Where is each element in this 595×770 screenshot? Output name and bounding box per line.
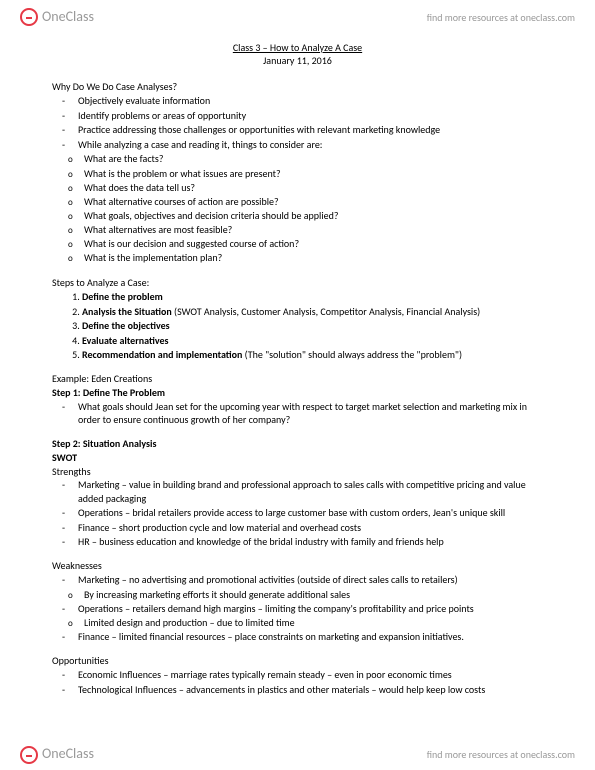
- list-item: What is the problem or what issues are p…: [84, 167, 543, 181]
- opportunities-heading: Opportunities: [52, 654, 543, 668]
- list-item: What alternatives are most feasible?: [84, 223, 543, 237]
- list-item: What is our decision and suggested cours…: [84, 237, 543, 251]
- list-item: Finance – short production cycle and low…: [78, 521, 543, 535]
- list-item: While analyzing a case and reading it, t…: [78, 138, 543, 152]
- list-item: Limited design and production – due to l…: [84, 616, 543, 630]
- list-item: Define the objectives: [82, 319, 543, 333]
- list-item: Evaluate alternatives: [82, 334, 543, 348]
- logo-icon: [20, 8, 38, 26]
- title-block: Class 3 – How to Analyze A Case January …: [52, 41, 543, 68]
- logo-text: OneClass: [42, 745, 94, 764]
- steps-heading: Steps to Analyze a Case:: [52, 276, 543, 290]
- doc-title: Class 3 – How to Analyze A Case: [52, 41, 543, 55]
- logo: OneClass: [20, 8, 94, 27]
- list-item: By increasing marketing efforts it shoul…: [84, 588, 543, 602]
- page-footer: OneClass find more resources at oneclass…: [0, 745, 595, 764]
- list-item: What goals should Jean set for the upcom…: [78, 400, 543, 427]
- example-heading: Example: Eden Creations: [52, 372, 543, 386]
- list-item: What goals, objectives and decision crit…: [84, 209, 543, 223]
- list-item: What does the data tell us?: [84, 181, 543, 195]
- why-heading: Why Do We Do Case Analyses?: [52, 80, 543, 94]
- weak2-sublist: Limited design and production – due to l…: [52, 616, 543, 630]
- weak1-sublist: By increasing marketing efforts it shoul…: [52, 588, 543, 602]
- step1-heading: Step 1: Define The Problem: [52, 386, 543, 400]
- swot-heading: SWOT: [52, 451, 543, 465]
- list-item: Identify problems or areas of opportunit…: [78, 109, 543, 123]
- opportunities-list: Economic Influences – marriage rates typ…: [52, 668, 543, 696]
- strengths-list: Marketing – value in building brand and …: [52, 478, 543, 549]
- list-item: Marketing – value in building brand and …: [78, 478, 543, 505]
- steps-list: Define the problem Analysis the Situatio…: [52, 290, 543, 362]
- page-header: OneClass find more resources at oneclass…: [0, 0, 595, 31]
- weaknesses-heading: Weaknesses: [52, 559, 543, 573]
- list-item: What alternative courses of action are p…: [84, 195, 543, 209]
- logo: OneClass: [20, 745, 94, 764]
- why-list: Objectively evaluate information Identif…: [52, 94, 543, 151]
- list-item: Recommendation and implementation (The "…: [82, 348, 543, 362]
- logo-text: OneClass: [42, 8, 94, 27]
- list-item: Objectively evaluate information: [78, 94, 543, 108]
- step1-list: What goals should Jean set for the upcom…: [52, 400, 543, 427]
- weaknesses-list-2: Operations – retailers demand high margi…: [52, 602, 543, 616]
- list-item: Operations – retailers demand high margi…: [78, 602, 543, 616]
- list-item: What is the implementation plan?: [84, 251, 543, 265]
- doc-date: January 11, 2016: [52, 54, 543, 68]
- footer-link[interactable]: find more resources at oneclass.com: [427, 748, 575, 762]
- list-item: Finance – limited financial resources – …: [78, 630, 543, 644]
- strengths-heading: Strengths: [52, 465, 543, 479]
- list-item: Practice addressing those challenges or …: [78, 123, 543, 137]
- list-item: HR – business education and knowledge of…: [78, 535, 543, 549]
- document-body: Class 3 – How to Analyze A Case January …: [0, 31, 595, 696]
- list-item: Operations – bridal retailers provide ac…: [78, 506, 543, 520]
- list-item: What are the facts?: [84, 152, 543, 166]
- list-item: Define the problem: [82, 290, 543, 304]
- list-item: Analysis the Situation (SWOT Analysis, C…: [82, 305, 543, 319]
- weaknesses-list-3: Finance – limited financial resources – …: [52, 630, 543, 644]
- logo-icon: [20, 746, 38, 764]
- why-sublist: What are the facts? What is the problem …: [52, 152, 543, 265]
- list-item: Economic Influences – marriage rates typ…: [78, 668, 543, 682]
- list-item: Technological Influences – advancements …: [78, 683, 543, 697]
- header-link[interactable]: find more resources at oneclass.com: [427, 11, 575, 25]
- step2-heading: Step 2: Situation Analysis: [52, 437, 543, 451]
- list-item: Marketing – no advertising and promotion…: [78, 573, 543, 587]
- weaknesses-list: Marketing – no advertising and promotion…: [52, 573, 543, 587]
